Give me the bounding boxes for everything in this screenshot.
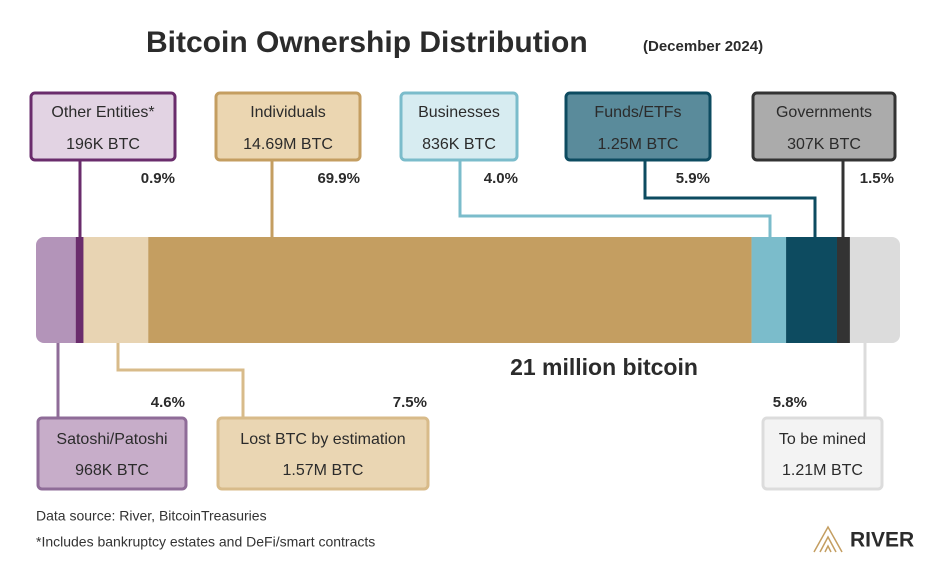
source-note: Data source: River, BitcoinTreasuries [36, 508, 267, 524]
segment [849, 237, 900, 343]
callout-box [564, 91, 712, 162]
callout-amount: 307K BTC [787, 136, 861, 153]
percent-label: 5.9% [676, 170, 710, 187]
callout-box [399, 91, 519, 162]
segment [751, 237, 787, 343]
callout-box [216, 416, 430, 491]
callout-name: Lost BTC by estimation [240, 431, 405, 448]
callout-name: Satoshi/Patoshi [56, 431, 167, 448]
percent-label: 4.6% [151, 394, 185, 411]
logo: RIVER [850, 529, 914, 552]
callout-name: Individuals [250, 104, 326, 121]
logo-icon [813, 525, 843, 553]
connector [643, 160, 817, 237]
connector [116, 343, 245, 418]
footnote: *Includes bankruptcy estates and DeFi/sm… [36, 534, 375, 550]
callout-amount: 14.69M BTC [243, 136, 333, 153]
percent-label: 0.9% [141, 170, 175, 187]
segment [75, 237, 84, 343]
percent-label: 5.8% [773, 394, 807, 411]
callout-amount: 836K BTC [422, 136, 496, 153]
callout-box [214, 91, 362, 162]
callout-amount: 968K BTC [75, 462, 149, 479]
segment [786, 237, 837, 343]
percent-label: 4.0% [484, 170, 518, 187]
bar [36, 237, 900, 343]
callout-box [29, 91, 177, 162]
connector [458, 160, 772, 237]
segment [83, 237, 149, 343]
callout-box [751, 91, 897, 162]
callout-amount: 1.21M BTC [782, 462, 863, 479]
chart-subtitle: (December 2024) [643, 38, 763, 55]
callout-name: Other Entities* [51, 104, 154, 121]
total-label: 21 million bitcoin [510, 354, 698, 380]
callout-name: Businesses [418, 104, 500, 121]
callout-amount: 196K BTC [66, 136, 140, 153]
callout-name: To be mined [779, 431, 866, 448]
segment [836, 237, 850, 343]
percent-label: 7.5% [393, 394, 427, 411]
percent-label: 69.9% [317, 170, 360, 187]
segment [36, 237, 76, 343]
callout-box [36, 416, 188, 491]
callout-name: Funds/ETFs [594, 104, 681, 121]
callout-box [761, 416, 884, 491]
callout-amount: 1.25M BTC [598, 136, 679, 153]
segment [148, 237, 752, 343]
callout-amount: 1.57M BTC [283, 462, 364, 479]
callout-name: Governments [776, 104, 872, 121]
percent-label: 1.5% [860, 170, 894, 187]
chart-title: Bitcoin Ownership Distribution [146, 26, 588, 59]
